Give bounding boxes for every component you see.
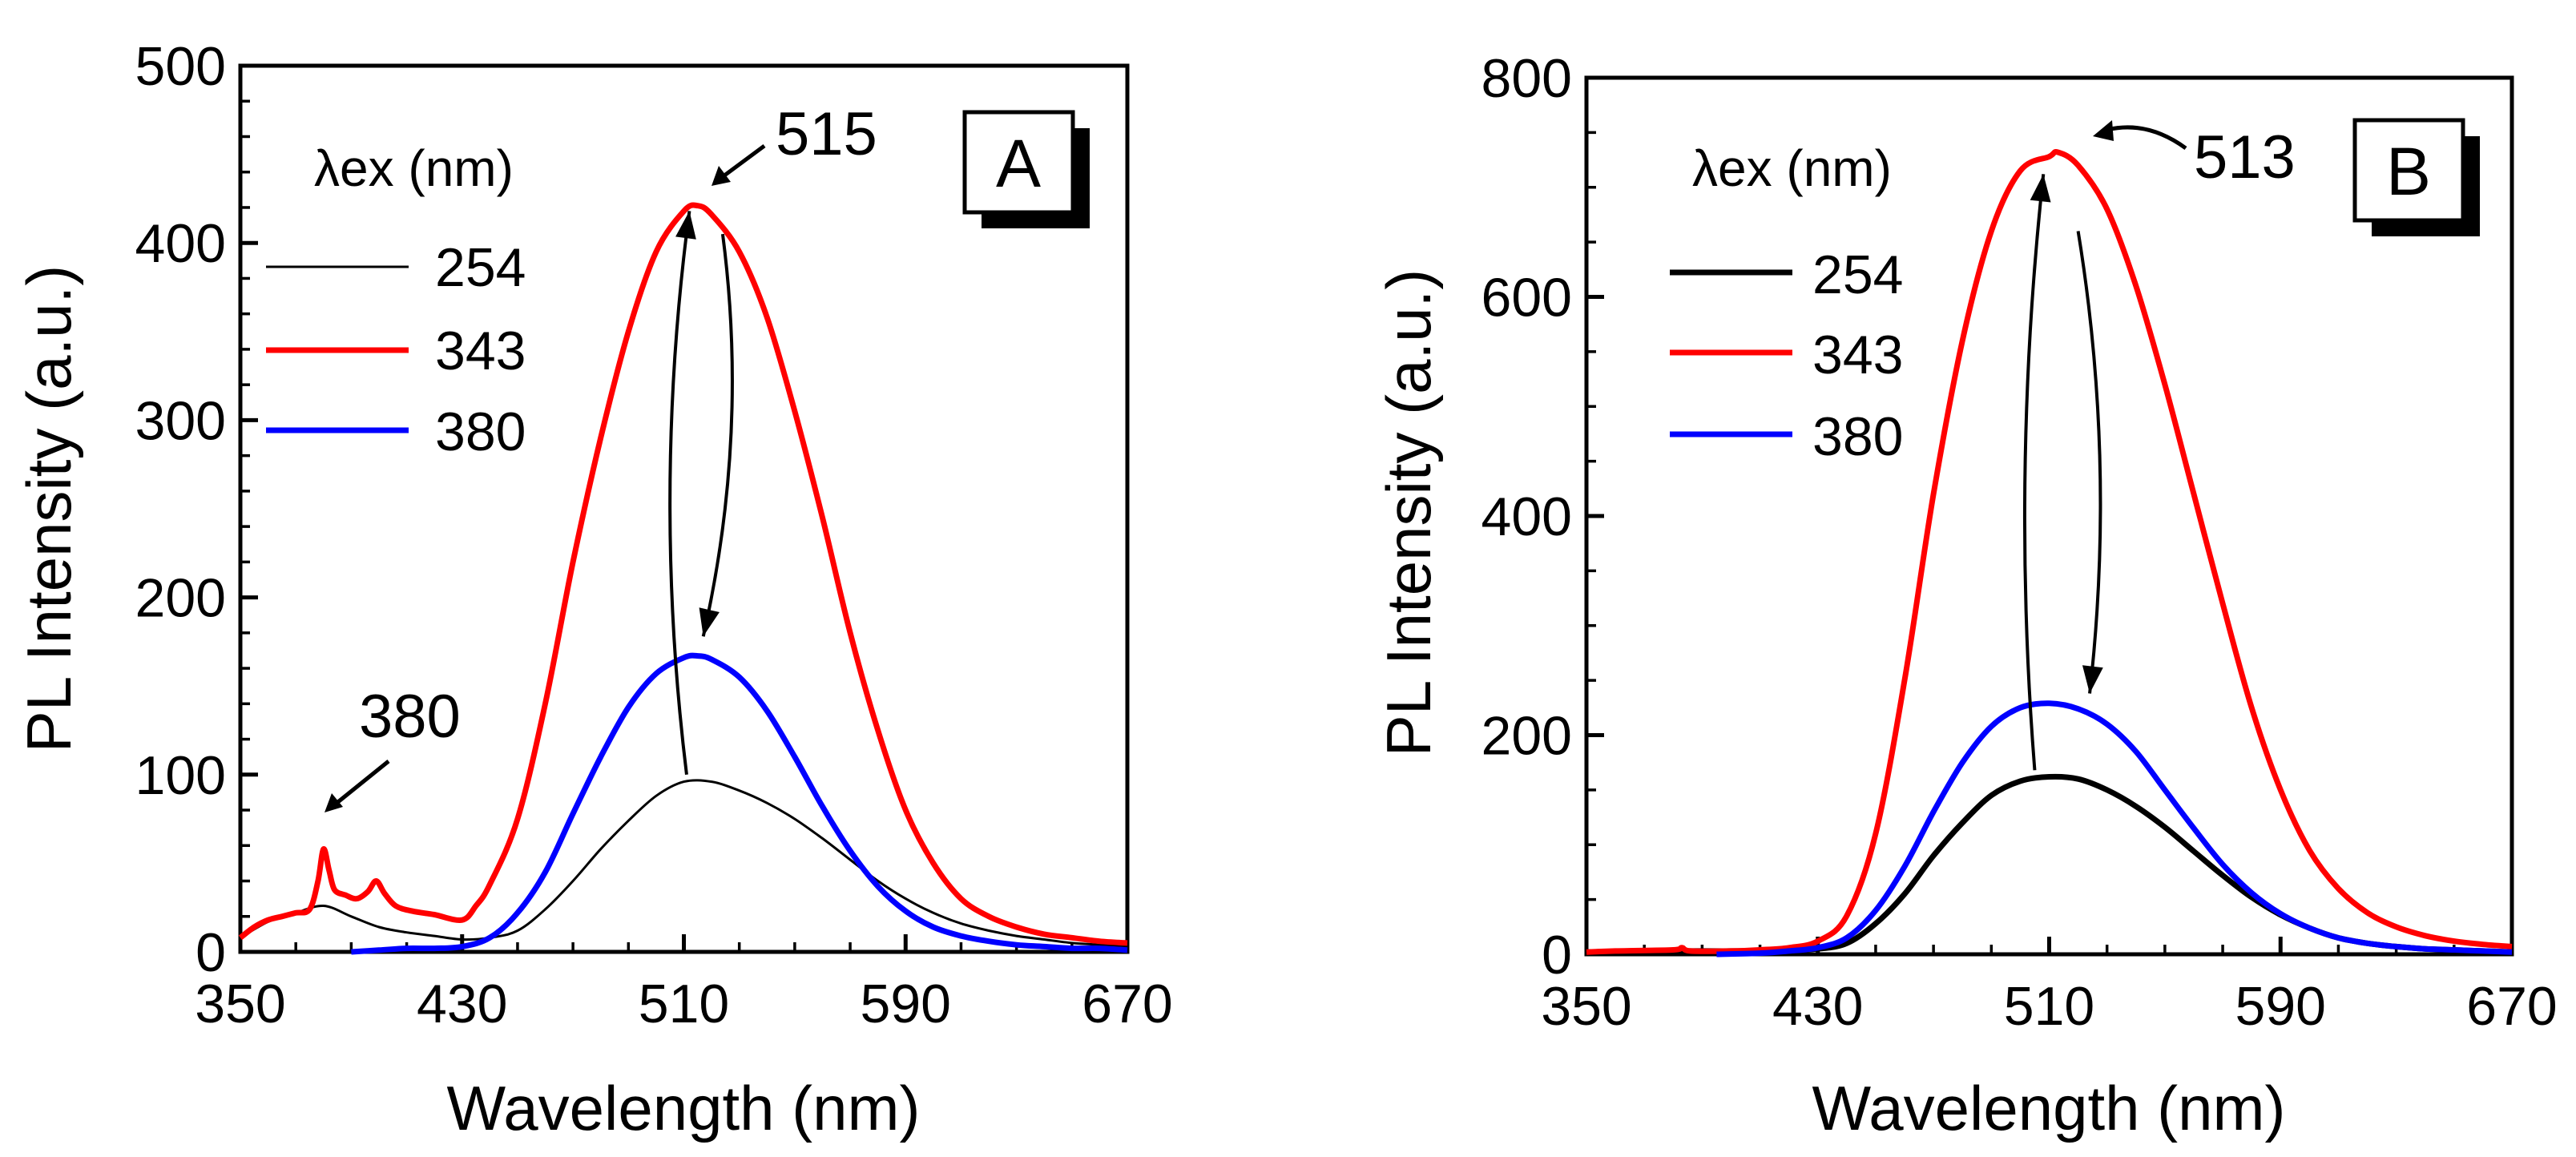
curved-arrows xyxy=(2022,174,2103,771)
curved-arrow-1 xyxy=(2022,174,2046,771)
legend: λex (nm) 254 343 380 xyxy=(266,139,526,462)
x-tick-label: 590 xyxy=(861,974,951,1034)
curved-arrowhead-2 xyxy=(2082,665,2103,694)
curved-arrow-2 xyxy=(701,233,734,637)
peak-arrowhead-513 xyxy=(2093,120,2114,141)
x-axis-title: Wavelength (nm) xyxy=(447,1073,921,1143)
panel-label-a: A xyxy=(996,126,1041,201)
legend-label-380: 380 xyxy=(1812,406,1903,467)
series-line-343 xyxy=(238,202,1128,946)
peak-arrowhead-380 xyxy=(325,793,343,812)
series-group xyxy=(1586,149,2513,957)
curved-arrowhead-1 xyxy=(2030,174,2051,203)
panel-b: 0 200 400 600 800 350 430 510 590 670 Wavelength… xyxy=(1373,48,2558,1143)
legend-label-254: 254 xyxy=(1812,244,1903,305)
peak-label-515: 515 xyxy=(776,100,877,168)
panel-a: 0 100 200 300 400 500 350 430 510 590 670 Wavelen… xyxy=(14,36,1173,1143)
x-tick-label: 510 xyxy=(639,974,729,1034)
series-line-254 xyxy=(240,779,1128,948)
legend-label-254: 254 xyxy=(435,237,526,298)
x-axis-title: Wavelength (nm) xyxy=(1812,1073,2286,1143)
y-ticks: 0 200 400 600 800 xyxy=(1482,48,1604,986)
y-ticks: 0 100 200 300 400 500 xyxy=(135,36,258,983)
curved-arrow-2 xyxy=(2076,231,2102,694)
series-line-343 xyxy=(1586,149,2513,955)
y-tick-label: 500 xyxy=(135,36,226,97)
series-line-380 xyxy=(351,652,1128,955)
curved-arrowhead-2 xyxy=(699,607,720,637)
legend-title: λex (nm) xyxy=(314,139,514,197)
panel-label-b: B xyxy=(2386,134,2431,209)
y-tick-label: 800 xyxy=(1482,48,1572,109)
x-tick-label: 430 xyxy=(417,974,507,1034)
legend-label-380: 380 xyxy=(435,401,526,462)
curved-arrowhead-1 xyxy=(675,211,696,240)
y-tick-label: 200 xyxy=(1482,706,1572,767)
peak-arrow-380 xyxy=(333,760,390,806)
x-ticks: 350 430 510 590 670 xyxy=(1541,937,2558,1037)
curved-arrow-1 xyxy=(668,211,691,776)
series-group xyxy=(238,202,1128,955)
y-tick-label: 100 xyxy=(135,745,226,806)
curved-arrows xyxy=(668,211,734,776)
series-line-380 xyxy=(1716,700,2513,957)
peak-label-513: 513 xyxy=(2194,123,2296,191)
x-tick-label: 350 xyxy=(1541,976,1631,1037)
x-ticks: 350 430 510 590 670 xyxy=(195,934,1173,1034)
legend-label-343: 343 xyxy=(435,320,526,381)
y-tick-label: 400 xyxy=(135,213,226,274)
legend: λex (nm) 254 343 380 xyxy=(1670,139,1903,467)
x-tick-label: 350 xyxy=(195,974,285,1034)
panel-label-box: A xyxy=(962,110,1090,228)
y-tick-label: 300 xyxy=(135,390,226,451)
y-tick-label: 400 xyxy=(1482,486,1572,547)
x-tick-label: 670 xyxy=(1082,974,1172,1034)
panel-label-box: B xyxy=(2352,118,2480,236)
y-axis-title: PL Intensity (a.u.) xyxy=(14,265,84,752)
x-tick-label: 430 xyxy=(1772,976,1863,1037)
peak-arrow-515 xyxy=(720,143,766,180)
y-tick-label: 200 xyxy=(135,568,226,629)
y-axis-title: PL Intensity (a.u.) xyxy=(1373,269,1444,756)
x-tick-label: 590 xyxy=(2235,976,2326,1037)
peak-label-380: 380 xyxy=(359,683,461,751)
legend-title: λex (nm) xyxy=(1692,139,1892,197)
y-tick-label: 0 xyxy=(196,922,226,983)
peak-arrowhead-515 xyxy=(712,166,731,186)
y-tick-label: 600 xyxy=(1482,268,1572,329)
x-tick-label: 510 xyxy=(2004,976,2094,1037)
peak-arrow-513 xyxy=(2106,125,2187,151)
legend-label-343: 343 xyxy=(1812,325,1903,385)
x-tick-label: 670 xyxy=(2466,976,2557,1037)
y-tick-label: 0 xyxy=(1542,925,1572,986)
series-line-254 xyxy=(1586,773,2513,955)
